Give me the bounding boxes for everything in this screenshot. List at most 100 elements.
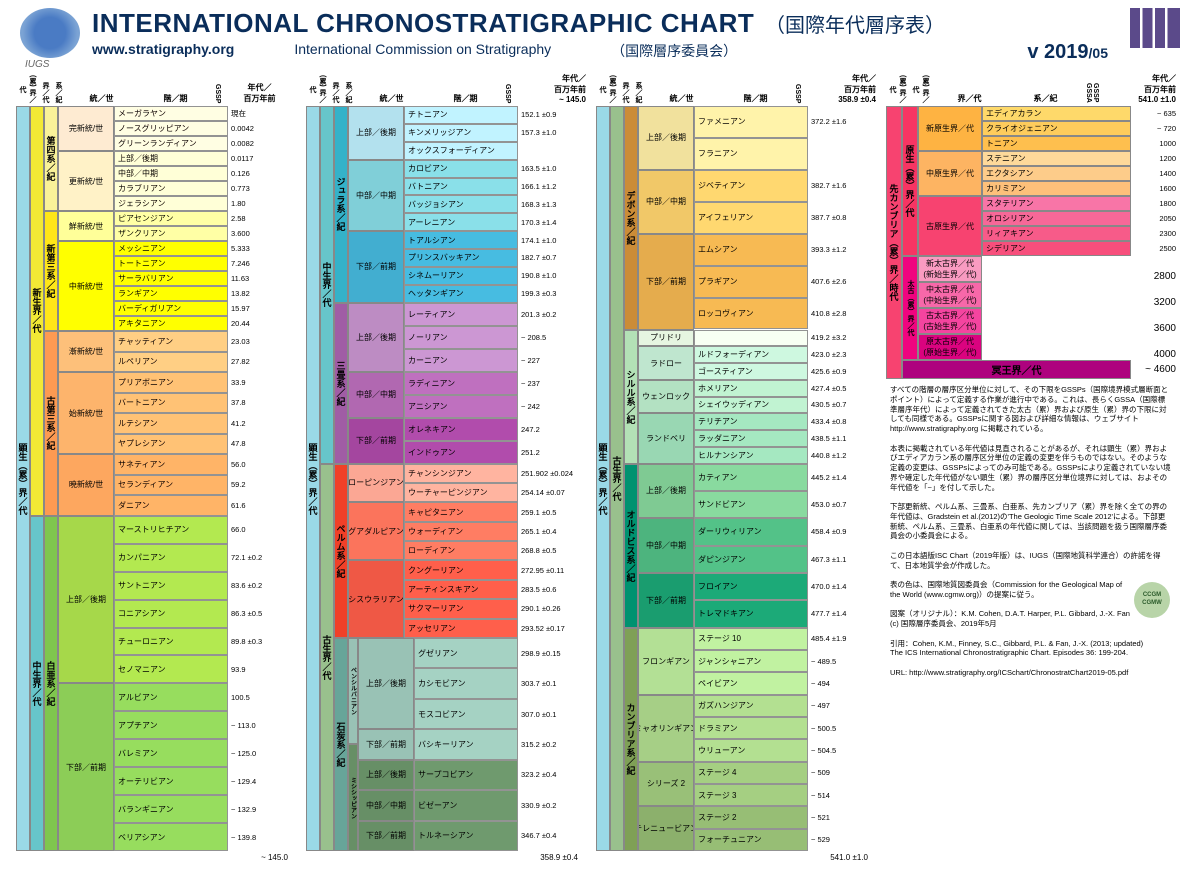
stage-cell: トートニアン — [114, 256, 228, 271]
stage-cell: ステージ 3 — [694, 784, 808, 806]
stage-cell: ザンクリアン — [114, 226, 228, 241]
age-value: 37.8 — [231, 393, 296, 414]
age-value: 430.5 ±0.7 — [811, 397, 876, 414]
col1-bottom-age: ~ 145.0 — [16, 853, 296, 862]
col1-header: (累) 界／代 界／代 系／紀 統／世 階／期 GSSP 年代／ 百万年前 — [16, 74, 296, 104]
stage-cell: カシモビアン — [414, 668, 518, 698]
stage-cell: ノーリアン — [404, 326, 518, 349]
era-mesozoic: 中生界／代 — [30, 516, 44, 851]
hdr: GSSP — [793, 83, 802, 104]
stage-cell: ダピンジアン — [694, 546, 808, 573]
period-cell: スタテリアン — [982, 196, 1131, 211]
hdr-series: 統／世 — [65, 93, 138, 104]
permian-series: ローピンジアンチャンシンジアンウーチャーピンジアン251.902 ±0.0242… — [348, 464, 586, 638]
hdr-gssp: GSSP — [213, 83, 222, 104]
series-label: シスウラリアン — [348, 560, 404, 637]
sys-quaternary: 第四系／紀 — [44, 106, 58, 211]
hdr: 階／期 — [719, 93, 792, 104]
proterozoic-eras: 新原生界／代エディアカランクライオジェニアントニアン~ 635~ 7201000… — [918, 106, 1176, 256]
footer-p7: 引用：Cohen, K.M., Finney, S.C., Gibbard, P… — [890, 639, 1172, 659]
series-label: 中部／中期 — [638, 518, 694, 573]
age-value: 72.1 ±0.2 — [231, 544, 296, 572]
chart-title: INTERNATIONAL CHRONOSTRATIGRAPHIC CHART — [92, 8, 754, 38]
stage-cell: サネティアン — [114, 454, 228, 475]
age-value: ~ 529 — [811, 829, 876, 851]
age-value: 2.58 — [231, 211, 296, 226]
stage-cell: ジェラシアン — [114, 196, 228, 211]
silurian-series: プリドリ419.2 ±3.2ラドロールドフォーディアンゴースティアン423.0 … — [638, 330, 876, 464]
series-label: ランドベリ — [638, 413, 694, 463]
stage-cell: ステージ 4 — [694, 762, 808, 784]
age-value: 293.52 ±0.17 — [521, 619, 586, 638]
series-label: 完新統/世 — [58, 106, 114, 151]
col2-strip: 顕生（累）界／代 中生界／代 ジュラ系／紀上部／後期チトニアンキンメリッジアンオ… — [306, 106, 586, 851]
era-paleozoic: 古生界／代 — [610, 106, 624, 851]
age-value: 3.600 — [231, 226, 296, 241]
age-value: 168.3 ±1.3 — [521, 195, 586, 213]
stage-cell: サープコビアン — [414, 760, 518, 790]
age-value: 433.4 ±0.8 — [811, 413, 876, 430]
stage-cell: カロビアン — [404, 160, 518, 178]
hdr: 界／代 — [932, 93, 1007, 104]
age-value: 0.773 — [231, 181, 296, 196]
age-value: ~ 227 — [521, 349, 586, 372]
series-label: プリドリ — [638, 330, 694, 347]
series-label: 上部／後期 — [348, 303, 404, 372]
stage-cell: アッセリアン — [404, 619, 518, 638]
col3-bottom-age: 541.0 ±1.0 — [596, 853, 876, 862]
age-value: 0.126 — [231, 166, 296, 181]
hdr: GSSP GSSA — [1084, 82, 1100, 104]
series-label: 漸新統/世 — [58, 331, 114, 372]
stage-cell: ロッコヴィアン — [694, 298, 808, 330]
age-value: ~ 514 — [811, 784, 876, 806]
series-label: 中新統/世 — [58, 241, 114, 331]
footer-p2: 本表に掲載されている年代値は見直されることがあるが、それは顕生（累）界およびエデ… — [890, 444, 1172, 493]
series-label: グアダルピアン — [348, 502, 404, 560]
age-value: 66.0 — [231, 516, 296, 544]
stage-cell: グリーンランディアン — [114, 136, 228, 151]
age-value: 298.9 ±0.15 — [521, 638, 586, 668]
period-cell: オロシリアン — [982, 211, 1131, 226]
stage-cell: バランギニアン — [114, 795, 228, 823]
era-label: 新太古界／代 (新始生界／代) — [918, 256, 982, 282]
stage-cell: カンパニアン — [114, 544, 228, 572]
age-value: 2050 — [1134, 211, 1176, 226]
stage-cell: プリンスバッキアン — [404, 249, 518, 267]
sys-ordovician: オルドビス系／紀 — [624, 464, 638, 628]
series-label: 鮮新統/世 — [58, 211, 114, 241]
series-label: 中部／中期 — [348, 372, 404, 418]
stage-cell: レーティアン — [404, 303, 518, 326]
age-value: 254.14 ±0.07 — [521, 483, 586, 502]
age-value: 323.2 ±0.4 — [521, 760, 586, 790]
stage-cell: チャンシンジアン — [404, 464, 518, 483]
age-value: ~ 521 — [811, 806, 876, 828]
stage-cell: ジベティアン — [694, 170, 808, 202]
stage-cell: オーテリビアン — [114, 767, 228, 795]
age-value: 27.82 — [231, 352, 296, 373]
age-value: 0.0042 — [231, 121, 296, 136]
age-value: 170.3 ±1.4 — [521, 213, 586, 231]
stage-cell: キャピタニアン — [404, 502, 518, 521]
age-value: ~ 497 — [811, 695, 876, 717]
eon-phanerozoic: 顕生（累）界／代 — [596, 106, 610, 851]
age-value: 86.3 ±0.5 — [231, 600, 296, 628]
age-value: 201.3 ±0.2 — [521, 303, 586, 326]
stage-cell: マーストリヒチアン — [114, 516, 228, 544]
age-value: 423.0 ±2.3 — [811, 346, 876, 363]
age-value: 89.8 ±0.3 — [231, 628, 296, 656]
chart-title-jp: （国際年代層序表） — [765, 15, 945, 37]
footer-p5: 表の色は、国際地質図委員会（Commission for the Geologi… — [890, 580, 1172, 600]
age-value: ~ 494 — [811, 672, 876, 694]
triassic-series: 上部／後期レーティアンノーリアンカーニアン201.3 ±0.2~ 208.5~ … — [348, 303, 586, 464]
age-value: 13.82 — [231, 286, 296, 301]
stage-cell: キンメリッジアン — [404, 124, 518, 142]
series-label: テレニュービアン — [638, 806, 694, 851]
age-value: 438.5 ±1.1 — [811, 430, 876, 447]
age-value: 458.4 ±0.9 — [811, 518, 876, 545]
paleogene-series: 漸新統/世チャッティアンルペリアン23.0327.82始新統/世プリアボニアンバ… — [58, 331, 296, 516]
stage-cell: セノマニアン — [114, 655, 228, 683]
age-value: 372.2 ±1.6 — [811, 106, 876, 138]
stage-cell: メーガラヤン — [114, 106, 228, 121]
footer-url: URL: http://www.stratigraphy.org/ICSchar… — [890, 668, 1172, 678]
cambrian-series: フロンギアンステージ 10ジャンシャニアンペイビアン485.4 ±1.9~ 48… — [638, 628, 876, 852]
